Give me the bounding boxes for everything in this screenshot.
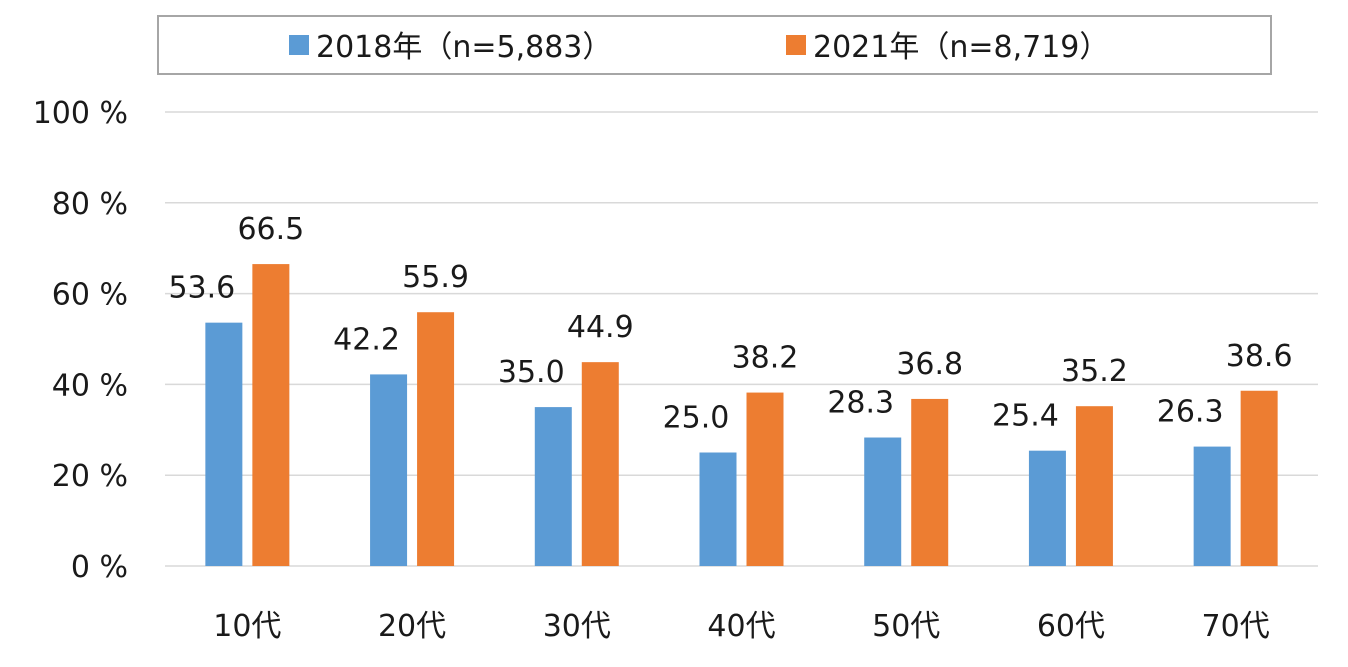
data-label: 36.8: [896, 347, 963, 382]
bar-2021-1: [417, 312, 455, 566]
data-label: 35.0: [498, 355, 565, 390]
data-label: 66.5: [237, 212, 304, 247]
data-label: 42.2: [333, 322, 400, 357]
bar-2018-1: [370, 374, 408, 566]
x-category-label: 60代: [1037, 609, 1105, 644]
data-label: 44.9: [567, 310, 634, 345]
bar-2021-2: [581, 362, 619, 566]
data-label: 55.9: [402, 260, 469, 295]
legend-swatch-2021: [786, 35, 806, 55]
y-axis: 0 % 20 % 40 % 60 % 80 % 100 %: [33, 96, 128, 585]
data-label: 25.0: [663, 401, 730, 436]
legend-label-2018: 2018年（n=5,883）: [316, 30, 612, 65]
bar-2021-3: [746, 392, 784, 566]
y-tick-label: 80 %: [52, 187, 128, 222]
data-label: 28.3: [827, 386, 894, 421]
y-tick-label: 60 %: [52, 278, 128, 313]
legend-label-2021: 2021年（n=8,719）: [813, 30, 1109, 65]
data-label: 53.6: [168, 271, 235, 306]
x-category-label: 10代: [213, 609, 281, 644]
bar-2021-6: [1240, 390, 1278, 566]
x-axis: 10代 20代 30代 40代 50代 60代 70代: [213, 609, 1269, 644]
data-label: 25.4: [992, 399, 1059, 434]
data-label: 38.6: [1226, 339, 1293, 374]
data-label: 26.3: [1157, 395, 1224, 430]
data-label: 35.2: [1061, 354, 1128, 389]
bar-2021-0: [252, 264, 290, 566]
bar-2018-0: [205, 322, 243, 566]
legend-swatch-2018: [289, 35, 309, 55]
bar-2018-5: [1028, 450, 1066, 566]
y-tick-label: 20 %: [52, 459, 128, 494]
data-label: 38.2: [732, 341, 799, 376]
bar-2021-5: [1075, 406, 1113, 566]
legend-box: [157, 15, 1272, 75]
y-tick-label: 100 %: [33, 96, 128, 131]
bars: [205, 264, 1278, 566]
y-tick-label: 0 %: [71, 550, 128, 585]
x-category-label: 40代: [707, 609, 775, 644]
bar-2021-4: [911, 398, 949, 566]
y-tick-label: 40 %: [52, 368, 128, 403]
bar-2018-2: [534, 407, 572, 566]
x-category-label: 30代: [543, 609, 611, 644]
x-category-label: 50代: [872, 609, 940, 644]
x-category-label: 70代: [1202, 609, 1270, 644]
gridlines: [165, 111, 1318, 567]
data-labels: 53.666.5 42.255.9 35.044.9 25.038.2 28.336.8…: [168, 212, 1292, 435]
bar-2018-6: [1193, 446, 1231, 566]
legend: 2018年（n=5,883） 2021年（n=8,719）: [157, 15, 1272, 75]
bar-2018-4: [864, 437, 902, 566]
x-category-label: 20代: [378, 609, 446, 644]
bar-2018-3: [699, 452, 737, 566]
